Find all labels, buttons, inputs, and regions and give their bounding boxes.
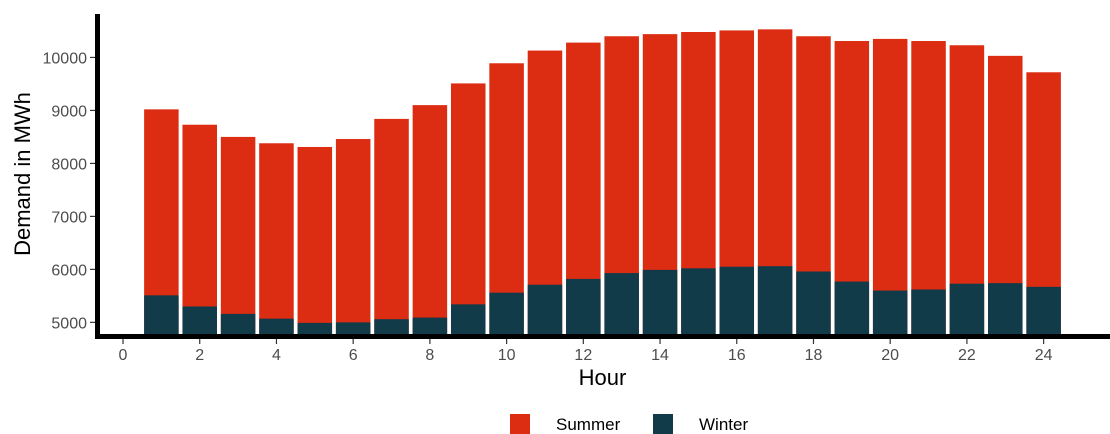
bar-winter-10 <box>489 292 524 334</box>
x-tick-label: 8 <box>425 347 434 364</box>
bar-winter-3 <box>220 313 256 334</box>
bar-summer-21 <box>911 41 946 334</box>
x-tick-label: 18 <box>805 347 823 364</box>
bar-winter-9 <box>450 304 486 334</box>
bar-winter-4 <box>259 318 294 334</box>
y-axis: 5000 6000 7000 8000 9000 10000 <box>43 14 100 339</box>
bar-summer-8 <box>412 105 448 335</box>
bar-winter-11 <box>527 284 563 334</box>
x-axis: 0 2 4 6 8 10 12 14 16 18 20 22 24 <box>98 334 1110 364</box>
legend-swatch-summer <box>510 414 530 434</box>
bar-summer-3 <box>220 136 256 334</box>
bar-summer-4 <box>259 143 294 334</box>
bar-winter-17 <box>757 266 793 334</box>
x-tick-label: 2 <box>195 347 204 364</box>
bar-winter-23 <box>988 283 1023 334</box>
y-tick-label: 6000 <box>51 262 87 279</box>
bar-summer-20 <box>872 38 908 334</box>
bar-winter-7 <box>374 319 409 334</box>
bar-winter-15 <box>681 268 716 334</box>
bar-winter-22 <box>949 283 985 334</box>
bar-winter-21 <box>911 289 946 334</box>
y-tick-label: 7000 <box>51 209 87 226</box>
x-tick-label: 14 <box>651 347 669 364</box>
bar-winter-13 <box>604 273 639 334</box>
y-axis-title: Demand in MWh <box>10 92 35 256</box>
bar-summer-10 <box>489 63 524 335</box>
bar-summer-2 <box>182 124 217 334</box>
x-tick-label: 0 <box>119 347 128 364</box>
bars-layer <box>144 29 1061 335</box>
bar-winter-12 <box>566 278 601 334</box>
y-tick-label: 8000 <box>51 156 87 173</box>
x-tick-label: 24 <box>1035 347 1053 364</box>
legend-swatch-winter <box>653 414 673 434</box>
bar-winter-24 <box>1026 286 1061 334</box>
bar-winter-16 <box>719 266 755 334</box>
legend-label-winter: Winter <box>699 415 748 434</box>
legend: Summer Winter <box>510 414 748 434</box>
bar-winter-2 <box>182 306 217 334</box>
bar-winter-6 <box>335 322 371 334</box>
bar-winter-20 <box>872 290 908 334</box>
y-tick-label: 5000 <box>51 315 87 332</box>
x-tick-label: 4 <box>272 347 281 364</box>
legend-label-summer: Summer <box>556 415 621 434</box>
x-tick-label: 6 <box>349 347 358 364</box>
bar-winter-1 <box>144 295 179 334</box>
bar-winter-8 <box>412 317 448 334</box>
bar-winter-18 <box>796 271 831 334</box>
bar-summer-7 <box>374 118 409 334</box>
bar-summer-9 <box>450 83 486 334</box>
x-tick-label: 16 <box>728 347 746 364</box>
bar-summer-5 <box>297 146 333 334</box>
x-axis-title: Hour <box>579 365 627 390</box>
bar-winter-19 <box>834 281 870 334</box>
x-tick-label: 22 <box>958 347 976 364</box>
bar-summer-6 <box>335 139 371 334</box>
bar-winter-5 <box>297 322 333 334</box>
x-tick-label: 10 <box>498 347 516 364</box>
x-tick-label: 20 <box>881 347 899 364</box>
bar-winter-14 <box>642 269 678 334</box>
x-tick-label: 12 <box>574 347 592 364</box>
y-tick-label: 10000 <box>43 50 88 67</box>
y-tick-label: 9000 <box>51 103 87 120</box>
